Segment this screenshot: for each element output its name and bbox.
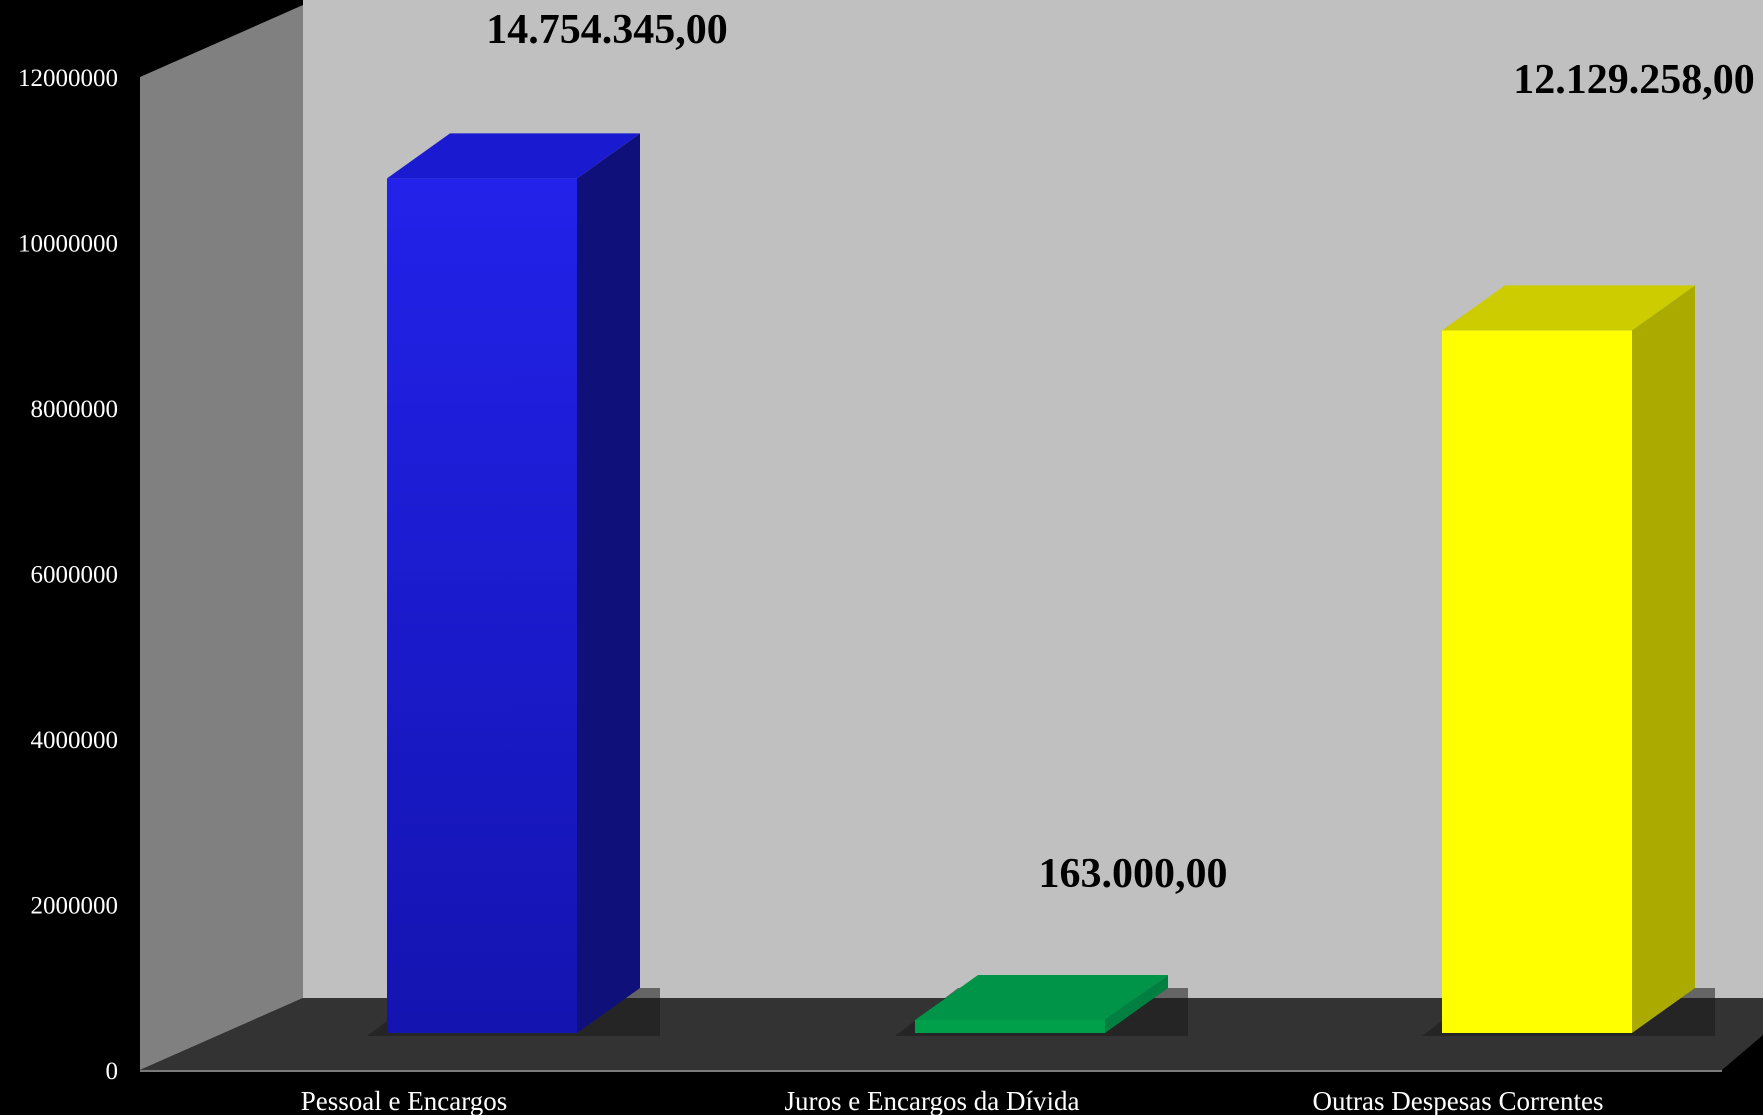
y-tick-label: 12000000 [18,65,118,92]
back-wall [303,0,1763,998]
y-tick-label: 6000000 [31,562,119,589]
bar-top [387,133,640,179]
bars [367,133,1715,1036]
y-tick-label: 0 [106,1058,119,1085]
bar-front [387,178,577,1034]
y-axis: 0 2000000 4000000 6000000 8000000 10000000 120… [18,65,118,1085]
y-tick-label: 10000000 [18,231,118,258]
bar-top [915,975,1168,1020]
data-label: 14.754.345,00 [486,7,728,53]
bar-front [915,1020,1105,1033]
category-label: Pessoal e Encargos [301,1086,507,1115]
category-label: Juros e Encargos da Dívida [785,1086,1080,1115]
data-label: 12.129.258,00 [1513,57,1755,103]
bar-top [1442,285,1695,331]
y-tick-label: 8000000 [31,396,119,423]
chart-walls [140,0,1763,1072]
y-tick-label: 4000000 [31,727,119,754]
x-axis: Pessoal e Encargos Juros e Encargos da Dí… [301,1086,1604,1115]
y-tick-label: 2000000 [31,893,119,920]
data-labels: 14.754.345,00 163.000,00 12.129.258,00 [486,7,1755,897]
bar-side [1105,975,1168,1033]
bar-side [1632,285,1695,1033]
side-wall [140,5,303,1070]
data-label: 163.000,00 [1039,851,1228,897]
bar-front [1442,330,1632,1033]
bar-side [577,133,640,1034]
category-label: Outras Despesas Correntes [1313,1086,1604,1115]
